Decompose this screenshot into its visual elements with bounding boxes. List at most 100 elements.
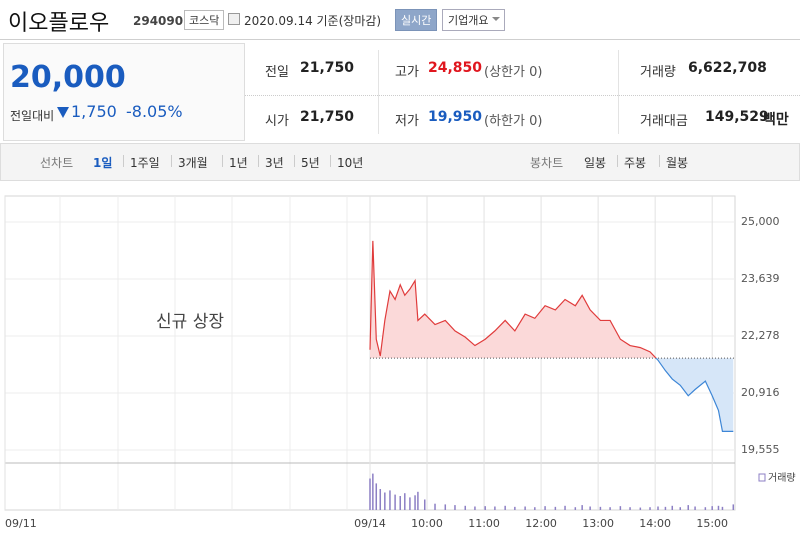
x-tick-label: 11:00 bbox=[468, 517, 500, 530]
low-value: 19,950 bbox=[428, 109, 483, 125]
tab-separator bbox=[659, 155, 660, 167]
period-tab[interactable]: 5년 bbox=[301, 156, 320, 170]
volume-bar bbox=[444, 504, 447, 510]
x-tick-label: 13:00 bbox=[582, 517, 614, 530]
annotation: 신규 상장 bbox=[156, 312, 224, 332]
tab-separator bbox=[258, 155, 259, 167]
company-info-text: 기업개요 bbox=[448, 14, 489, 27]
volume-bar bbox=[721, 506, 724, 510]
volume-bar bbox=[424, 499, 426, 510]
volume-bar bbox=[464, 505, 466, 510]
volume-bar bbox=[687, 505, 689, 510]
volume-bar bbox=[671, 505, 674, 510]
date: 2020.09.14 기준(장마감) bbox=[244, 14, 382, 28]
volume-bar bbox=[414, 495, 416, 510]
volume-bar bbox=[389, 490, 391, 510]
volume-bar bbox=[384, 492, 386, 510]
volume-icon bbox=[758, 473, 766, 482]
y-tick-label: 20,916 bbox=[741, 386, 780, 399]
high-note: (상한가 0) bbox=[484, 65, 543, 80]
volume-bar bbox=[711, 506, 713, 510]
col-divider bbox=[618, 50, 619, 134]
volume-bar bbox=[474, 506, 476, 510]
tab-separator bbox=[294, 155, 295, 167]
volume-bar bbox=[409, 497, 411, 510]
y-tick-label: 19,555 bbox=[741, 443, 780, 456]
current-price: 20,000 bbox=[10, 60, 126, 95]
volume-bar bbox=[417, 491, 419, 510]
volume-bar bbox=[504, 505, 506, 510]
price-line-down bbox=[655, 358, 734, 432]
high-label: 고가 bbox=[395, 65, 419, 80]
y-tick-label: 25,000 bbox=[741, 215, 780, 228]
volume-bar bbox=[717, 505, 720, 510]
volume-bar bbox=[629, 507, 631, 510]
x-tick-label: 09/14 bbox=[354, 517, 386, 530]
area-down bbox=[656, 358, 734, 432]
volume-value: 6,622,708 bbox=[688, 60, 767, 76]
prev-close-value: 21,750 bbox=[300, 60, 355, 76]
stock-code: 294090 bbox=[133, 14, 184, 28]
open-label: 시가 bbox=[265, 114, 289, 129]
volume-bar bbox=[732, 504, 735, 510]
volume-bar bbox=[589, 506, 591, 510]
amount-unit: 백만 bbox=[763, 112, 789, 128]
period-tab[interactable]: 10년 bbox=[337, 156, 364, 170]
volume-bar bbox=[649, 507, 651, 510]
open-value: 21,750 bbox=[300, 109, 355, 125]
volume-bar bbox=[564, 505, 566, 510]
volume-label: 거래량 bbox=[640, 65, 676, 80]
candle-tab[interactable]: 월봉 bbox=[666, 156, 689, 170]
period-tab[interactable]: 1주일 bbox=[130, 156, 160, 170]
candle-tab[interactable]: 주봉 bbox=[624, 156, 647, 170]
volume-bar bbox=[599, 506, 602, 510]
volume-bar bbox=[484, 506, 486, 510]
tab-separator bbox=[330, 155, 331, 167]
volume-bar bbox=[434, 503, 436, 510]
realtime-button[interactable]: 실시간 bbox=[395, 9, 438, 31]
change: 1,750 bbox=[71, 102, 117, 121]
down-arrow bbox=[57, 107, 69, 118]
tab-separator bbox=[222, 155, 223, 167]
volume-bar bbox=[372, 473, 374, 510]
y-tick-label: 23,639 bbox=[741, 272, 780, 285]
amount-label: 거래대금 bbox=[640, 114, 688, 129]
col-divider bbox=[378, 50, 379, 134]
x-tick-label: 14:00 bbox=[639, 517, 671, 530]
volume-bar bbox=[544, 506, 546, 510]
volume-label: 거래량 bbox=[768, 472, 796, 484]
row-divider bbox=[245, 95, 800, 96]
volume-bar bbox=[679, 507, 681, 510]
volume-bar bbox=[581, 505, 583, 510]
candle-tab[interactable]: 일봉 bbox=[584, 156, 607, 170]
volume-bar bbox=[657, 506, 659, 510]
x-tick-label: 15:00 bbox=[696, 517, 728, 530]
header-border bbox=[0, 39, 800, 40]
volume-bar bbox=[379, 489, 382, 510]
volume-bar bbox=[664, 506, 667, 510]
tab-separator bbox=[617, 155, 618, 167]
market-tag: 코스닥 bbox=[184, 10, 225, 30]
price-line-up bbox=[369, 240, 657, 359]
period-tab[interactable]: 1년 bbox=[229, 156, 248, 170]
period-tab[interactable]: 3년 bbox=[265, 156, 284, 170]
volume-bar bbox=[639, 507, 642, 510]
volume-bar bbox=[609, 507, 611, 510]
period-tab[interactable]: 1일 bbox=[93, 156, 113, 170]
tab-bar bbox=[0, 143, 800, 181]
line-chart-label: 선차트 bbox=[40, 156, 74, 170]
volume-bar bbox=[394, 494, 396, 510]
x-tick-label: 10:00 bbox=[411, 517, 443, 530]
volume-bar bbox=[375, 483, 378, 510]
period-tab[interactable]: 3개월 bbox=[178, 156, 208, 170]
prev-close-label: 전일 bbox=[265, 65, 289, 80]
volume-bar bbox=[454, 505, 456, 510]
x-tick-label: 12:00 bbox=[525, 517, 557, 530]
company-info-button[interactable]: 기업개요 bbox=[442, 9, 506, 31]
calendar-icon bbox=[228, 13, 240, 25]
volume-bar bbox=[404, 493, 406, 510]
volume-bar bbox=[494, 506, 496, 510]
volume-bar bbox=[694, 506, 696, 510]
